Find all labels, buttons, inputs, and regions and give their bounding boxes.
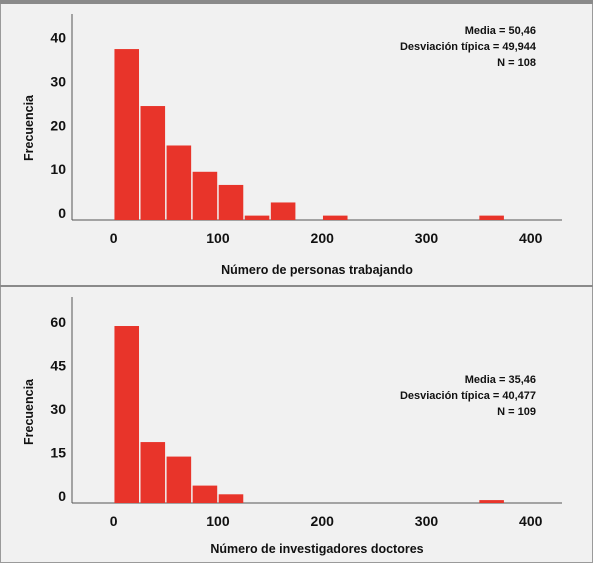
y-tick-label: 15: [50, 444, 66, 460]
x-tick-label: 300: [415, 230, 439, 246]
y-tick-label: 30: [50, 401, 66, 417]
histogram-bar: [192, 485, 218, 503]
histogram-bar: [270, 202, 296, 220]
histogram-bar: [244, 215, 270, 220]
histogram-bar: [166, 145, 192, 220]
y-axis-title: Frecuencia: [22, 94, 36, 161]
y-tick-label: 0: [58, 205, 66, 221]
x-tick-label: 200: [311, 230, 335, 246]
histogram-bar: [140, 442, 166, 503]
x-tick-label: 100: [206, 230, 230, 246]
x-tick-label: 300: [415, 513, 439, 529]
stats-line: Desviación típica = 40,477: [400, 390, 536, 402]
y-tick-label: 60: [50, 314, 66, 330]
x-axis-title: Número de personas trabajando: [221, 263, 413, 277]
stats-line: Media = 35,46: [465, 374, 536, 386]
panel-divider: [0, 285, 593, 287]
histogram-bar: [192, 171, 218, 220]
histogram-bar: [166, 456, 192, 503]
x-tick-label: 200: [311, 513, 335, 529]
y-tick-label: 0: [58, 488, 66, 504]
x-tick-label: 400: [519, 513, 543, 529]
histogram-bar: [479, 215, 504, 220]
histogram-bar: [479, 500, 504, 503]
histogram-bar: [114, 326, 140, 503]
y-tick-label: 45: [50, 357, 66, 373]
histogram-bar: [140, 106, 166, 220]
histogram-bar: [114, 49, 140, 221]
stats-line: N = 108: [497, 57, 536, 69]
stats-line: N = 109: [497, 406, 536, 418]
stats-line: Desviación típica = 49,944: [400, 41, 537, 53]
y-tick-label: 40: [50, 30, 66, 46]
stats-line: Media = 50,46: [465, 25, 536, 37]
y-axis-title: Frecuencia: [22, 378, 36, 445]
x-tick-label: 0: [110, 230, 118, 246]
y-tick-label: 30: [50, 74, 66, 90]
histogram-bar: [218, 184, 244, 220]
x-tick-label: 100: [206, 513, 230, 529]
x-tick-label: 400: [519, 230, 543, 246]
histogram-bar: [218, 494, 244, 503]
histogram-bar: [322, 215, 348, 220]
histogram-doctores: 0 15 30 45 60 0 100 200 300 400 Número de investig…: [22, 297, 562, 556]
y-tick-label: 10: [50, 161, 66, 177]
top-bar: [0, 0, 593, 4]
x-axis-title: Número de investigadores doctores: [210, 542, 423, 556]
y-tick-label: 20: [50, 117, 66, 133]
x-tick-label: 0: [110, 513, 118, 529]
